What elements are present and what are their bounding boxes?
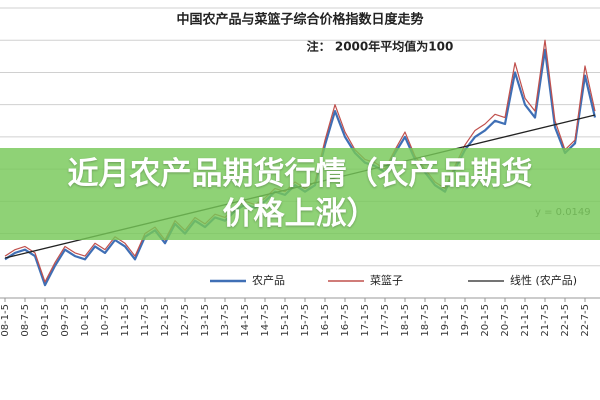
x-tick-label: 16-7-5 — [340, 304, 351, 337]
x-tick-label: 12-7-5 — [180, 304, 191, 337]
legend-label: 农产品 — [252, 273, 285, 287]
x-tick-label: 11-1-5 — [120, 304, 131, 337]
x-tick-label: 12-1-5 — [160, 304, 171, 337]
x-tick-label: 10-7-5 — [100, 304, 111, 337]
banner: 近月农产品期货行情（农产品期货 价格上涨） — [0, 148, 600, 240]
x-tick-label: 16-1-5 — [320, 304, 331, 337]
x-tick-label: 15-7-5 — [300, 304, 311, 337]
x-tick-label: 11-7-5 — [140, 304, 151, 337]
x-tick-label: 20-1-5 — [480, 304, 491, 337]
banner-text: 近月农产品期货行情（农产品期货 价格上涨） — [67, 156, 533, 232]
x-tick-label: 10-1-5 — [80, 304, 91, 337]
x-tick-label: 22-7-5 — [580, 304, 591, 337]
x-tick-label: 18-1-5 — [400, 304, 411, 337]
chart-note: 注： 2000年平均值为100 — [307, 39, 454, 54]
legend-label: 菜篮子 — [370, 273, 403, 287]
x-tick-label: 20-7-5 — [500, 304, 511, 337]
x-tick-label: 18-7-5 — [420, 304, 431, 337]
x-tick-label: 08-7-5 — [20, 304, 31, 337]
x-tick-label: 17-1-5 — [360, 304, 371, 337]
chart-title: 中国农产品与菜篮子综合价格指数日度走势 — [176, 12, 423, 28]
x-tick-label: 14-7-5 — [260, 304, 271, 337]
x-tick-label: 19-7-5 — [460, 304, 471, 337]
x-tick-label: 21-7-5 — [540, 304, 551, 337]
x-tick-label: 15-1-5 — [280, 304, 291, 337]
x-tick-label: 09-1-5 — [40, 304, 51, 337]
x-tick-label: 14-1-5 — [240, 304, 251, 337]
x-tick-label: 09-7-5 — [60, 304, 71, 337]
x-tick-label: 22-1-5 — [560, 304, 571, 337]
x-tick-label: 21-1-5 — [520, 304, 531, 337]
x-tick-label: 13-7-5 — [220, 304, 231, 337]
x-tick-label: 19-1-5 — [440, 304, 451, 337]
x-tick-label: 13-1-5 — [200, 304, 211, 337]
x-tick-label: 17-7-5 — [380, 304, 391, 337]
legend-label: 线性 (农产品) — [510, 273, 577, 287]
x-tick-label: 08-1-5 — [0, 304, 11, 337]
